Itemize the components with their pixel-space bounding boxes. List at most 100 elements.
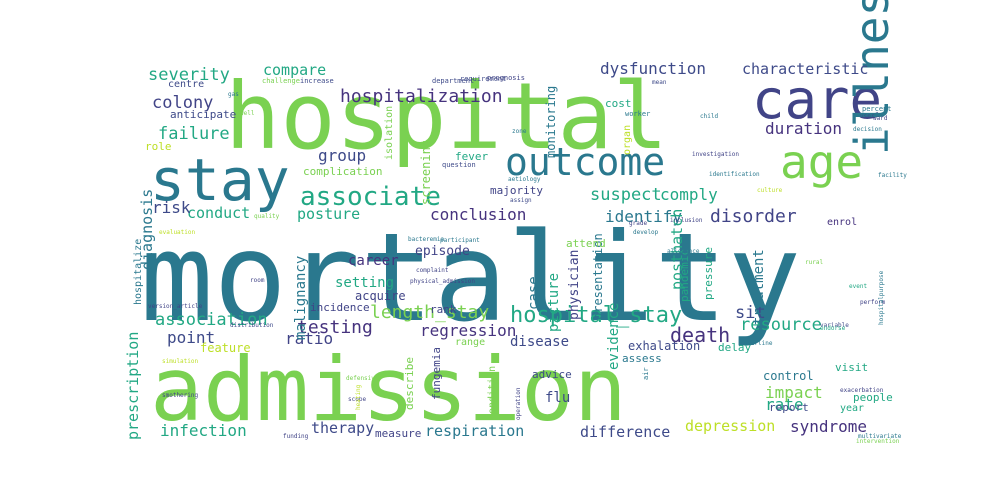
word-comply: comply <box>660 185 718 204</box>
word-centre: centre <box>168 79 204 90</box>
word-respiration: respiration <box>425 422 524 440</box>
word-depression: depression <box>685 417 775 435</box>
word-develop: develop <box>633 229 659 236</box>
word-department: department <box>432 77 474 85</box>
word-prescription: prescription <box>124 332 142 440</box>
word-acquire: acquire <box>355 289 406 303</box>
word-zone: zone <box>512 128 527 135</box>
word-describe: describe <box>403 357 416 410</box>
word-failure: failure <box>158 124 230 144</box>
word-question: question <box>442 161 476 169</box>
word-point: point <box>167 328 215 347</box>
word-identification: identification <box>709 171 760 178</box>
word-event: event <box>849 283 867 290</box>
word-sit: sit <box>735 303 766 323</box>
word-stay: stay <box>150 146 290 214</box>
word-screening: screening <box>419 140 433 205</box>
word-mortality: mortality <box>140 207 801 349</box>
word-scope: scope <box>348 396 366 403</box>
word-evidence: evidence <box>606 303 622 370</box>
word-people: people <box>853 391 893 404</box>
word-investigation: investigation <box>692 151 739 158</box>
word-dysfunction: dysfunction <box>600 59 706 78</box>
word-testing: testing <box>297 317 373 338</box>
word-ward: ward <box>873 115 888 122</box>
word-impact: impact <box>765 383 823 402</box>
word-diagnosis: diagnosis <box>138 189 156 270</box>
word-organ: organ <box>622 125 633 155</box>
word-evaluation: evaluation <box>159 229 196 236</box>
word-difference: difference <box>580 423 670 441</box>
word-condition: condition <box>487 366 498 420</box>
word-assign: assign <box>510 197 532 204</box>
word-length-stay: length_stay <box>370 302 489 323</box>
word-suspect: suspect <box>590 185 662 205</box>
word-increase: increase <box>300 77 334 85</box>
word-fungemia: fungemia <box>430 347 443 400</box>
word-delay: delay <box>718 341 751 354</box>
word-disorder: disorder <box>710 206 797 227</box>
word-conclusion: conclusion <box>430 205 526 224</box>
word-cost: cost <box>605 97 632 110</box>
word-challenge: challenge <box>262 77 300 85</box>
word-inclusion: inclusion <box>670 217 703 224</box>
word-distribution: distribution <box>230 322 274 329</box>
word-setting: setting <box>335 275 394 291</box>
word-picture: picture <box>546 273 562 332</box>
word-outcome: outcome <box>505 140 665 184</box>
word-pressure: pressure <box>702 247 715 300</box>
word-majority: majority <box>490 184 543 197</box>
word-compare: compare <box>263 61 326 79</box>
word-association: association <box>155 310 268 330</box>
word-care: care <box>752 68 882 131</box>
word-pandemic: pandemic <box>678 249 691 302</box>
word-smothering: smothering <box>162 392 199 399</box>
word-assess: assess <box>622 352 662 365</box>
word-complication: complication <box>303 165 382 178</box>
word-endorse: endorse <box>820 325 846 332</box>
word-room: room <box>250 277 265 284</box>
word-risk: risk <box>152 198 191 217</box>
word-death: death <box>670 323 730 347</box>
word-aetiology: aetiology <box>508 176 541 183</box>
word-multivariate: multivariate <box>858 433 902 440</box>
word-heating: heating <box>355 384 362 410</box>
word-funding: funding <box>283 433 309 440</box>
word-child: child <box>700 113 718 120</box>
word-grade: grade <box>629 220 647 227</box>
word-posture: posture <box>297 205 360 223</box>
word-episode: episode <box>415 244 470 259</box>
word-syndrome: syndrome <box>790 417 867 436</box>
word-ratio: ratio <box>285 329 333 348</box>
word-infection: infection <box>160 421 247 440</box>
word-range: range <box>455 337 485 348</box>
word-mean: mean <box>652 79 667 86</box>
word-control: control <box>763 369 814 383</box>
word-admission: admission <box>150 338 627 441</box>
word-presentation: presentation <box>591 233 605 320</box>
word-role: role <box>145 140 172 153</box>
word-rank: rank <box>430 303 457 316</box>
word-colony: colony <box>152 93 213 113</box>
word-physician: physician <box>567 250 582 320</box>
word-duration: duration <box>765 119 842 138</box>
word-advice: advice <box>532 368 572 381</box>
word-group: group <box>318 146 366 165</box>
word-hospital-stay: hospital_stay <box>510 303 682 328</box>
word-disease: disease <box>510 334 569 350</box>
word-illness: illness <box>845 0 899 155</box>
word-characteristic: characteristic <box>742 60 868 78</box>
word-exhalation: exhalation <box>628 339 700 353</box>
word-conduct: conduct <box>187 204 250 222</box>
word-air: air <box>642 367 650 380</box>
word-regression: regression <box>420 321 516 340</box>
word-anticipate: anticipate <box>170 108 236 121</box>
word-report: report <box>769 401 809 414</box>
word-age: age <box>780 135 863 189</box>
word-variable: variable <box>820 322 849 329</box>
word-underline: underline <box>740 340 773 347</box>
word-user: user <box>860 113 875 120</box>
word-hospitalization: hospitalization <box>340 86 503 107</box>
word-enrol: enrol <box>827 217 857 228</box>
